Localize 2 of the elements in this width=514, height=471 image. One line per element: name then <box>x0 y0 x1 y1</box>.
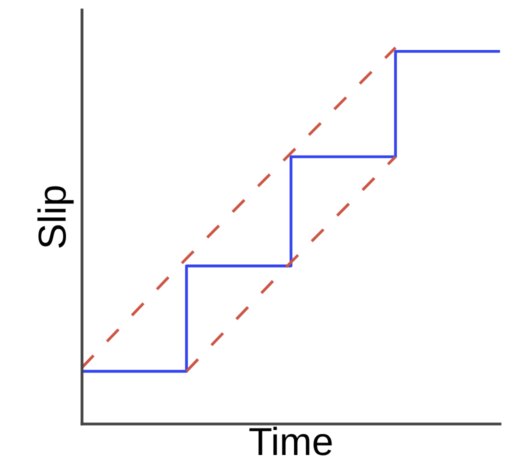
y-axis-title: Slip <box>37 186 74 248</box>
x-axis-title: Time <box>249 426 332 456</box>
